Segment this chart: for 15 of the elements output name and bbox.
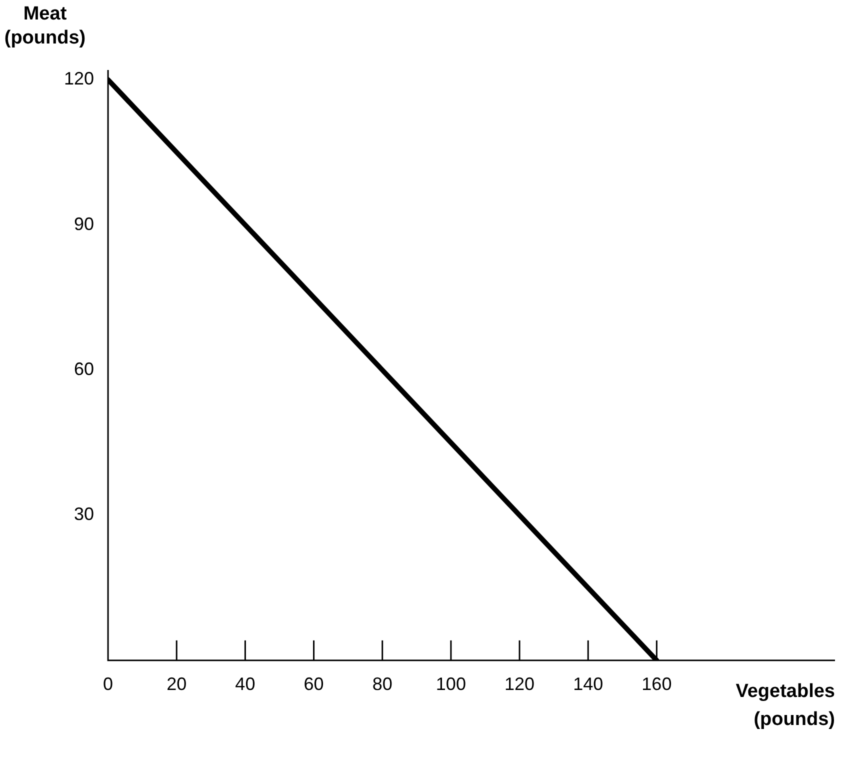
x-tick-label: 120 xyxy=(504,674,535,694)
x-tick-label: 0 xyxy=(103,674,114,694)
x-tick-label: 100 xyxy=(436,674,466,694)
x-axis-title: Vegetables (pounds) xyxy=(736,681,835,730)
y-axis-title: Meat (pounds) xyxy=(4,4,86,49)
x-tick-label: 60 xyxy=(304,674,324,694)
y-tick-label: 60 xyxy=(74,359,94,380)
x-tick-label: 40 xyxy=(235,674,256,694)
y-tick-label: 120 xyxy=(64,68,94,89)
y-tick-label: 90 xyxy=(74,214,94,234)
x-tick-label: 20 xyxy=(166,674,187,694)
y-tick-label: 30 xyxy=(74,504,94,524)
x-tick-label: 140 xyxy=(573,674,604,694)
x-tick-label: 80 xyxy=(372,674,392,694)
x-tick-label: 160 xyxy=(642,674,672,694)
